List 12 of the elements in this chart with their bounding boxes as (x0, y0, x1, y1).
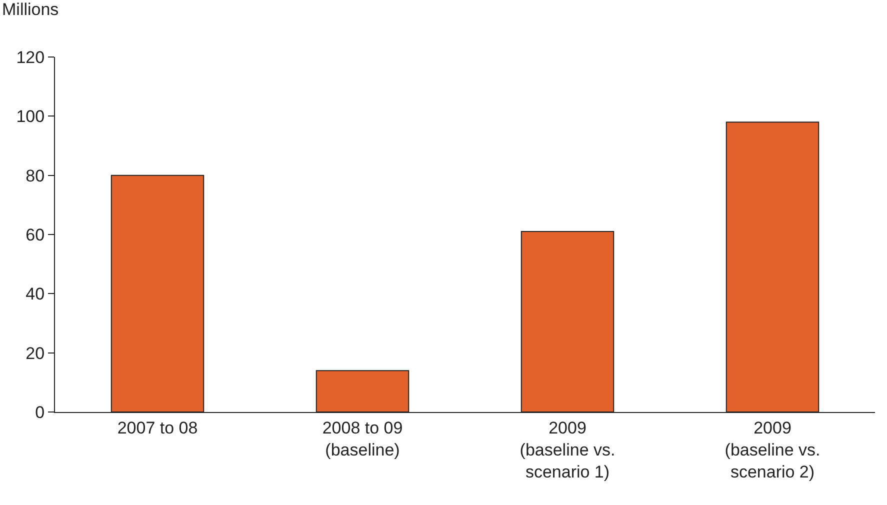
y-tick-label: 0 (35, 402, 45, 422)
y-tick-label: 40 (26, 284, 45, 304)
y-tick-label: 80 (26, 166, 45, 186)
y-tick-label: 120 (16, 48, 45, 67)
y-axis-title: Millions (2, 0, 59, 19)
y-tick-label: 100 (16, 107, 45, 126)
y-tick-label: 60 (26, 225, 45, 244)
y-tick-label: 20 (26, 344, 45, 363)
x-tick-label: 2008 to 09 (baseline) (322, 418, 403, 460)
x-tick-label: 2009 (baseline vs. scenario 1) (520, 418, 616, 482)
x-tick-label: 2007 to 08 (117, 418, 198, 438)
x-tick-label: 2009 (baseline vs. scenario 2) (724, 418, 820, 482)
